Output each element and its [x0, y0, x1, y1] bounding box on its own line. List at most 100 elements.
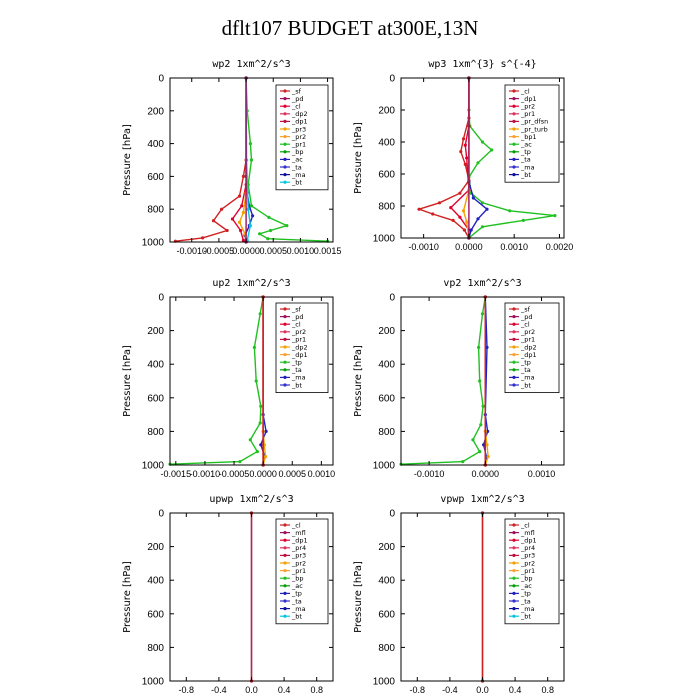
- data-point: [258, 232, 262, 236]
- legend-entry: _bp: [520, 575, 533, 583]
- series-line: [468, 78, 489, 239]
- data-point: [458, 191, 462, 195]
- legend-marker: [512, 142, 516, 146]
- x-tick-label: 0.8: [310, 685, 323, 695]
- y-tick-label: 800: [378, 202, 395, 213]
- data-point: [459, 150, 463, 154]
- legend-entry: _tp: [291, 359, 302, 367]
- x-tick-label: -0.0010: [190, 469, 221, 479]
- legend-marker: [512, 584, 516, 588]
- legend-entry: _dp2: [291, 110, 308, 118]
- legend-entry: _ac: [520, 582, 532, 590]
- legend-marker: [283, 307, 287, 311]
- x-tick-label: 0.0010: [500, 242, 528, 252]
- x-tick-label: -0.8: [179, 685, 195, 695]
- y-axis-label: Pressure [hPa]: [353, 122, 364, 194]
- data-point: [225, 228, 229, 233]
- chart-panel: vpwp 1xm^2/s^3 Pressure [hPa] 0 200 400 600 80…: [353, 494, 565, 695]
- legend-entry: _ta: [520, 366, 531, 374]
- y-tick-label: 0: [389, 509, 395, 520]
- y-tick-label: 600: [147, 172, 164, 183]
- x-tick-label: 0.0015: [314, 246, 342, 256]
- legend-entry: _ma: [520, 374, 535, 382]
- data-point: [201, 236, 205, 240]
- legend-entry: _sf: [291, 305, 302, 313]
- y-tick-label: 400: [378, 360, 395, 371]
- legend-entry: _pd: [291, 95, 304, 103]
- x-tick-label: -0.0005: [219, 469, 250, 479]
- legend-entry: _pr2: [291, 328, 306, 336]
- data-point: [241, 174, 245, 178]
- data-point: [220, 207, 224, 211]
- x-tick-label: -0.0015: [161, 469, 192, 479]
- y-axis-label: Pressure [hPa]: [122, 561, 133, 633]
- legend-marker: [283, 337, 287, 341]
- legend-marker: [512, 576, 516, 580]
- legend-marker: [512, 104, 516, 108]
- legend-marker: [512, 157, 516, 161]
- legend-marker: [512, 368, 516, 372]
- legend-entry: _ta: [520, 156, 531, 164]
- x-tick-label: 0.0010: [308, 469, 336, 479]
- y-tick-label: 800: [378, 427, 395, 438]
- data-point: [465, 220, 469, 224]
- data-point: [251, 214, 255, 218]
- data-point: [480, 201, 485, 205]
- legend-marker: [283, 599, 287, 603]
- legend-entry: _pr1: [291, 567, 306, 575]
- plot-frame: [169, 296, 334, 466]
- legend-marker: [283, 142, 287, 146]
- data-point: [478, 450, 482, 454]
- chart-panel: wp3 1xm^{3} s^{-4} Pressure [hPa] 0 200 400 6…: [353, 59, 573, 252]
- series-line: [449, 78, 470, 231]
- y-tick-label: 400: [147, 576, 164, 587]
- legend-entry: _ta: [291, 163, 302, 171]
- data-point: [248, 142, 252, 146]
- legend-entry: _cl: [291, 321, 301, 329]
- data-point: [437, 201, 442, 205]
- legend-entry: _ma: [291, 374, 306, 382]
- data-point: [241, 238, 245, 242]
- legend-entry: _pr2: [291, 133, 306, 141]
- legend-entry: _ma: [520, 163, 535, 171]
- data-point: [479, 423, 483, 427]
- x-tick-label: -0.0010: [408, 242, 439, 252]
- legend-entry: _ma: [291, 605, 306, 613]
- legend-marker: [283, 561, 287, 565]
- legend-entry: _ta: [291, 597, 302, 605]
- y-tick-label: 1000: [142, 677, 165, 688]
- legend-entry: _pr3: [291, 552, 306, 560]
- data-point: [480, 225, 485, 229]
- data-point: [480, 312, 485, 316]
- legend-entry: _pr1: [520, 336, 535, 344]
- legend-entry: _dp1: [520, 537, 537, 545]
- legend-entry: _pr4: [291, 544, 306, 552]
- data-point: [249, 158, 254, 162]
- data-point: [259, 404, 263, 408]
- y-tick-label: 400: [378, 576, 395, 587]
- legend-entry: _pd: [520, 313, 533, 321]
- legend-entry: _cl: [520, 87, 530, 95]
- legend-marker: [512, 165, 516, 169]
- legend-marker: [283, 375, 287, 379]
- series-line: [400, 296, 486, 465]
- legend-marker: [283, 546, 287, 550]
- legend-marker: [512, 307, 516, 311]
- legend-entry: _pr3: [520, 552, 535, 560]
- x-tick-label: 0.0020: [546, 242, 574, 252]
- legend-marker: [283, 360, 287, 364]
- data-point: [249, 204, 254, 208]
- legend-marker: [512, 614, 516, 618]
- legend-entry: _sf: [291, 87, 302, 95]
- y-tick-label: 600: [147, 393, 164, 404]
- legend-marker: [283, 97, 287, 101]
- legend-entry: _pr2: [520, 328, 535, 336]
- x-tick-label: -0.0005: [204, 246, 235, 256]
- legend-marker: [283, 607, 287, 611]
- legend-marker: [512, 383, 516, 387]
- x-tick-label: 0.4: [509, 685, 522, 695]
- legend-entry: _bp: [291, 148, 304, 156]
- legend-entry: _ac: [520, 141, 532, 149]
- legend-marker: [283, 330, 287, 334]
